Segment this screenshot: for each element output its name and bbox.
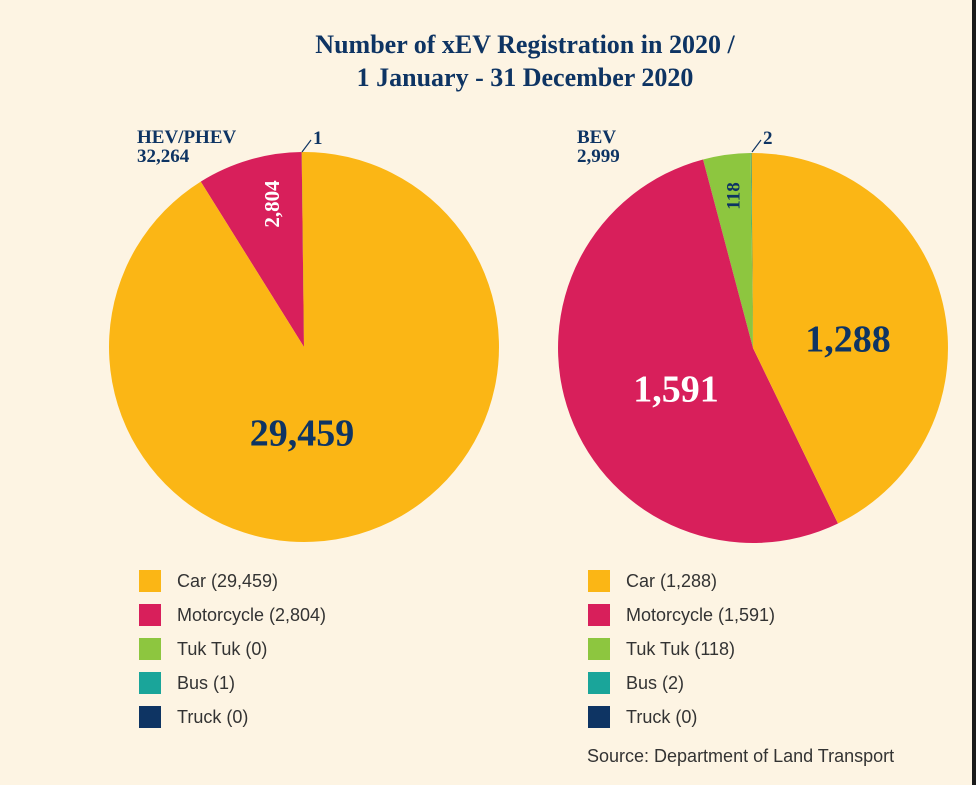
- legend-swatch-bus: [139, 672, 161, 694]
- legend-swatch-car: [588, 570, 610, 592]
- callout-line-bus: [751, 139, 762, 153]
- legend-label: Bus (2): [626, 672, 685, 693]
- legend-item-truck: Truck (0): [139, 700, 326, 734]
- legend-label: Truck (0): [177, 706, 249, 727]
- legend-item-motorcycle: Motorcycle (2,804): [139, 598, 326, 632]
- legend-item-tuktuk: Tuk Tuk (0): [139, 632, 326, 666]
- slice-label-tuk-tuk: 118: [723, 182, 744, 209]
- pie-charts: 29,459 2,804 1 1,288 1,591 118 2: [108, 128, 948, 543]
- chart-title-line2: 1 January - 31 December 2020: [356, 63, 694, 92]
- legend-swatch-car: [139, 570, 161, 592]
- chart-title-line1: Number of xEV Registration in 2020 /: [315, 30, 735, 59]
- pie2-header-total: 2,999: [577, 146, 620, 167]
- source-note: Source: Department of Land Transport: [587, 746, 895, 766]
- pie1-header-total: 32,264: [137, 146, 190, 167]
- legend-item-bus: Bus (1): [139, 666, 326, 700]
- slice-label-bus: 1: [313, 128, 323, 149]
- legend-item-car: Car (29,459): [139, 564, 326, 598]
- legend-swatch-truck: [588, 706, 610, 728]
- legend-item-bus: Bus (2): [588, 666, 775, 700]
- callout-line-bus: [301, 139, 312, 153]
- legend-swatch-tuktuk: [588, 638, 610, 660]
- pie-slice-motorcycle: [200, 152, 304, 347]
- legend-swatch-motorcycle: [139, 604, 161, 626]
- legend-swatch-motorcycle: [588, 604, 610, 626]
- pie2-header: BEV 2,999: [577, 128, 620, 166]
- legend-item-car: Car (1,288): [588, 564, 775, 598]
- slice-label-car: 29,459: [250, 413, 355, 455]
- legend-swatch-truck: [139, 706, 161, 728]
- legend-bev: Car (1,288) Motorcycle (1,591) Tuk Tuk (…: [588, 564, 775, 734]
- pie-slice-car: [108, 151, 499, 542]
- legend-label: Motorcycle (1,591): [626, 604, 776, 625]
- legend-item-tuktuk: Tuk Tuk (118): [588, 632, 775, 666]
- pie-slice-motorcycle: [558, 159, 838, 543]
- pie-bev: 1,288 1,591 118 2: [558, 128, 948, 543]
- chart-title: Number of xEV Registration in 2020 / 1 J…: [0, 28, 976, 94]
- slice-label-car: 1,288: [805, 319, 891, 361]
- pie2-header-label: BEV: [577, 127, 617, 148]
- legend-label: Bus (1): [177, 672, 236, 693]
- slice-label-motorcycle: 2,804: [260, 180, 284, 228]
- pie-slice-tuk-tuk: [703, 153, 753, 348]
- pie-slice-car: [751, 153, 948, 524]
- legend-item-motorcycle: Motorcycle (1,591): [588, 598, 775, 632]
- legend-item-truck: Truck (0): [588, 700, 775, 734]
- pie-hev-phev: 29,459 2,804 1: [108, 128, 499, 542]
- legend-label: Motorcycle (2,804): [177, 604, 327, 625]
- pie1-header-label: HEV/PHEV: [137, 127, 237, 148]
- slice-label-motorcycle: 1,591: [633, 369, 719, 411]
- legend-hev-phev: Car (29,459) Motorcycle (2,804) Tuk Tuk …: [139, 564, 326, 734]
- legend-label: Car (1,288): [626, 570, 718, 591]
- pie1-header: HEV/PHEV 32,264: [137, 128, 236, 166]
- legend-label: Car (29,459): [177, 570, 279, 591]
- legend-label: Truck (0): [626, 706, 698, 727]
- legend-label: Tuk Tuk (118): [626, 638, 736, 659]
- legend-swatch-tuktuk: [139, 638, 161, 660]
- slice-label-bus: 2: [763, 128, 773, 149]
- frame-edge: [972, 0, 976, 785]
- legend-label: Tuk Tuk (0): [177, 638, 268, 659]
- legend-swatch-bus: [588, 672, 610, 694]
